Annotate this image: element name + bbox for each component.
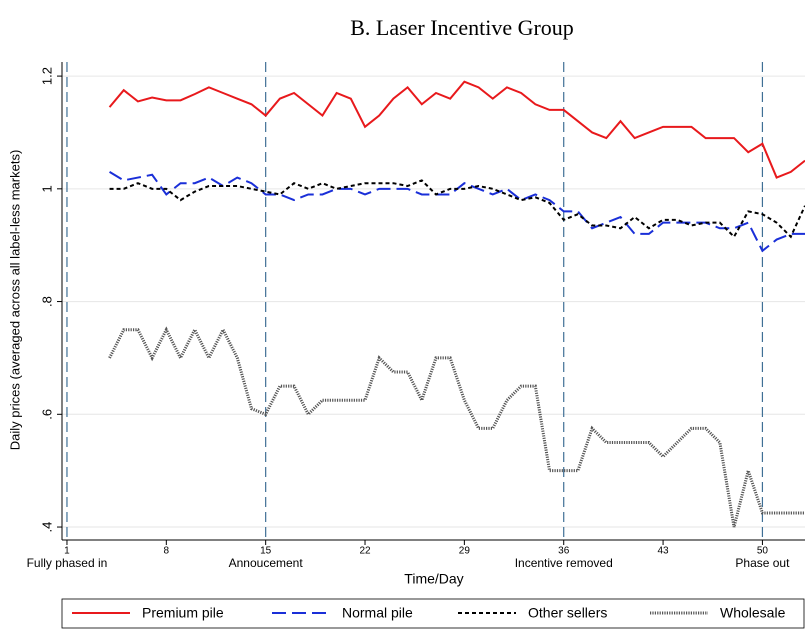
y-tick-label: .4: [39, 522, 54, 533]
legend-label: Premium pile: [142, 605, 224, 621]
y-tick-label: 1: [39, 185, 54, 192]
x-tick-label: 50: [757, 546, 769, 557]
x-tick-label: 29: [459, 546, 471, 557]
x-tick-label: 15: [260, 546, 272, 557]
x-tick-label: 36: [558, 546, 570, 557]
series-line: [109, 179, 805, 239]
annotation-label: Incentive removed: [515, 556, 613, 570]
chart-title: B. Laser Incentive Group: [350, 15, 574, 40]
y-tick-label: .8: [39, 296, 54, 307]
legend-label: Other sellers: [528, 605, 607, 621]
legend-label: Wholesale: [720, 605, 786, 621]
series-line: [108, 326, 805, 528]
series-line: [109, 171, 805, 253]
annotation-label: Phase out: [735, 556, 790, 570]
legend-box: [61, 598, 805, 629]
x-tick-label: 43: [658, 546, 670, 557]
annotation-label: Fully phased in: [27, 556, 108, 570]
x-tick-label: 22: [359, 546, 371, 557]
y-tick-label: .6: [39, 409, 54, 420]
annotation-label: Annoucement: [229, 556, 304, 570]
x-tick-label: 1: [64, 546, 70, 557]
legend-label: Normal pile: [342, 605, 413, 621]
y-tick-label: 1.2: [39, 67, 54, 85]
series-line: [108, 80, 805, 179]
x-tick-label: 8: [164, 546, 170, 557]
y-axis-label: Daily prices (averaged across all label-…: [7, 150, 22, 451]
x-axis-label: Time/Day: [404, 571, 463, 587]
